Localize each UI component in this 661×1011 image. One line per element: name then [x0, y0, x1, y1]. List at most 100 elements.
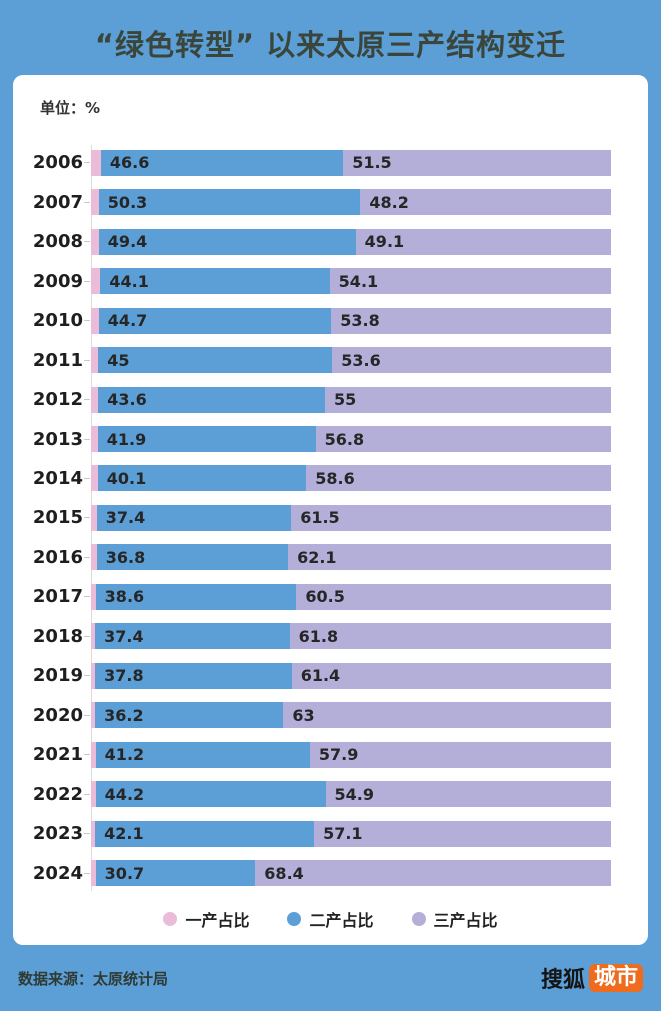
tertiary-segment: 57.1: [314, 820, 611, 847]
secondary-segment: 49.4: [98, 228, 356, 255]
primary-segment: [91, 820, 96, 847]
primary-segment: [91, 662, 96, 689]
unit-label: 单位：%: [40, 99, 101, 117]
primary-segment: [91, 702, 96, 729]
secondary-value-label: 30.7: [104, 863, 145, 883]
year-label: 2013: [32, 428, 83, 450]
secondary-segment: 46.6: [100, 149, 344, 176]
plot-area: 2006 46.6 51.5 2007 50.3 48.2 2008 49.4 49.1 2009…: [13, 143, 648, 893]
secondary-segment: 36.2: [95, 702, 284, 729]
secondary-value-label: 44.7: [107, 311, 148, 331]
primary-segment: [91, 347, 99, 374]
stacked-bar: 36.2 63: [91, 702, 611, 729]
legend-item-primary: 一产占比: [163, 907, 249, 931]
legend-label: 二产占比: [309, 911, 374, 930]
axis-tick: [84, 833, 90, 835]
chart-row: 2006 46.6 51.5: [13, 143, 648, 182]
tertiary-segment: 55: [324, 386, 611, 413]
page-title: “绿色转型” 以来太原三产结构变迁: [94, 28, 567, 62]
primary-legend-dot-icon: [163, 912, 178, 926]
primary-segment: [91, 583, 96, 610]
axis-tick: [84, 201, 90, 203]
chart-row: 2023 42.1 57.1: [13, 814, 648, 853]
year-label: 2018: [32, 625, 83, 647]
year-label: 2011: [32, 349, 83, 371]
legend-item-tertiary: 三产占比: [411, 907, 498, 931]
bar-rows: 2006 46.6 51.5 2007 50.3 48.2 2008 49.4 49.1 2009…: [13, 143, 648, 893]
chart-row: 2015 37.4 61.5: [13, 498, 648, 537]
chart-row: 2019 37.8 61.4: [13, 656, 648, 695]
chart-row: 2007 50.3 48.2: [13, 182, 648, 221]
secondary-value-label: 50.3: [107, 192, 148, 212]
primary-segment: [91, 741, 96, 768]
axis-tick: [84, 714, 90, 716]
tertiary-value-label: 53.8: [340, 311, 380, 331]
year-label: 2015: [32, 507, 83, 529]
secondary-value-label: 42.1: [104, 824, 144, 844]
stacked-bar: 38.6 60.5: [91, 583, 611, 610]
primary-segment: [91, 386, 99, 413]
tertiary-segment: 61.4: [291, 662, 611, 689]
stacked-bar: 37.4 61.8: [91, 623, 611, 650]
data-source: 数据来源：太原统计局: [18, 969, 169, 988]
secondary-segment: 37.4: [96, 504, 292, 531]
tertiary-value-label: 61.8: [298, 626, 339, 646]
tertiary-segment: 54.1: [329, 268, 611, 295]
chart-row: 2010 44.7 53.8: [13, 301, 648, 340]
axis-tick: [84, 635, 90, 637]
year-label: 2017: [32, 586, 83, 608]
axis-tick: [84, 438, 90, 440]
tertiary-value-label: 57.9: [318, 745, 359, 765]
axis-tick: [84, 872, 90, 874]
secondary-segment: 44.2: [95, 781, 326, 808]
tertiary-segment: 57.9: [309, 741, 611, 768]
chart-row: 2009 44.1 54.1: [13, 261, 648, 300]
tertiary-segment: 48.2: [360, 189, 611, 216]
secondary-legend-dot-icon: [287, 912, 302, 926]
secondary-segment: 44.1: [100, 268, 330, 295]
year-label: 2012: [32, 389, 83, 411]
chart-row: 2022 44.2 54.9: [13, 775, 648, 814]
secondary-value-label: 38.6: [104, 587, 145, 607]
secondary-value-label: 36.8: [105, 547, 146, 567]
secondary-value-label: 43.6: [107, 390, 147, 410]
legend: 一产占比 二产占比 三产占比: [13, 907, 648, 931]
primary-segment: [91, 781, 96, 808]
tertiary-segment: 53.8: [331, 307, 611, 334]
secondary-segment: 37.8: [95, 662, 292, 689]
tertiary-segment: 56.8: [315, 426, 611, 453]
stacked-bar: 44.2 54.9: [91, 781, 611, 808]
stacked-bar: 36.8 62.1: [91, 544, 611, 571]
secondary-segment: 44.7: [98, 307, 332, 334]
primary-segment: [91, 307, 99, 334]
primary-segment: [91, 268, 101, 295]
tertiary-segment: 49.1: [355, 228, 611, 255]
chart-row: 2021 41.2 57.9: [13, 735, 648, 774]
chart-row: 2018 37.4 61.8: [13, 617, 648, 656]
secondary-segment: 42.1: [95, 820, 315, 847]
tertiary-value-label: 48.2: [369, 192, 409, 212]
tertiary-value-label: 61.4: [300, 666, 341, 686]
axis-tick: [84, 596, 90, 598]
year-label: 2010: [32, 310, 83, 332]
tertiary-value-label: 57.1: [323, 824, 363, 844]
year-label: 2007: [32, 191, 83, 213]
secondary-value-label: 36.2: [104, 705, 144, 725]
chart-row: 2016 36.8 62.1: [13, 538, 648, 577]
chart-row: 2013 41.9 56.8: [13, 419, 648, 458]
tertiary-legend-dot-icon: [411, 912, 426, 926]
primary-segment: [91, 149, 101, 176]
secondary-segment: 50.3: [98, 189, 361, 216]
tertiary-value-label: 62.1: [297, 547, 337, 567]
tertiary-value-label: 56.8: [324, 429, 365, 449]
secondary-value-label: 49.4: [107, 232, 148, 252]
primary-segment: [91, 426, 98, 453]
secondary-value-label: 41.9: [106, 429, 147, 449]
stacked-bar: 44.7 53.8: [91, 307, 611, 334]
year-label: 2008: [32, 231, 83, 253]
sohu-logo-text: 搜狐: [540, 968, 585, 993]
chart-row: 2014 40.1 58.6: [13, 459, 648, 498]
axis-tick: [84, 359, 90, 361]
chart-row: 2011 45 53.6: [13, 340, 648, 379]
secondary-segment: 41.2: [95, 741, 310, 768]
